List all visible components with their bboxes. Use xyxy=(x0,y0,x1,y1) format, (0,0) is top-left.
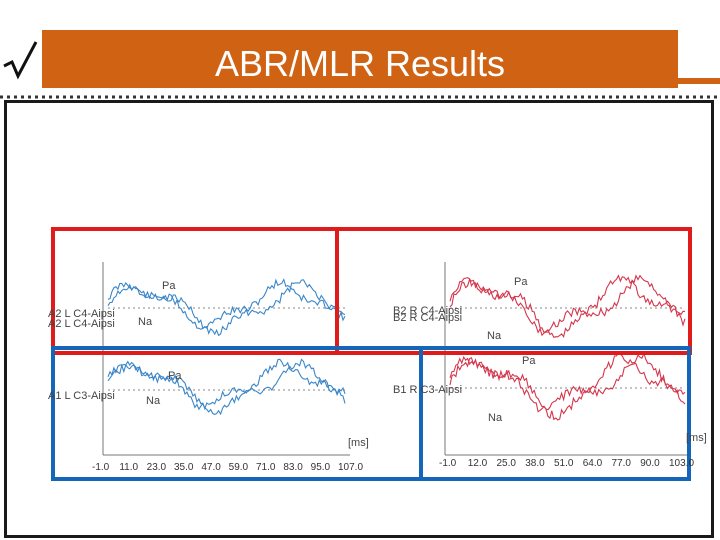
title-bar-tail xyxy=(678,78,720,84)
right-bottom-channel-label: B1 R C3-Aipsi xyxy=(393,384,463,396)
left-x-tick-label: 71.0 xyxy=(256,462,276,473)
figure-frame xyxy=(4,100,714,538)
left-top-channel-label-2: A2 L C4-Aipsi xyxy=(48,318,115,330)
right-top-channel-label-1: B2 R C4-Aipsi xyxy=(393,305,463,317)
left-top-trace-2 xyxy=(107,279,346,337)
right-bottom-trace-2 xyxy=(449,351,686,421)
left-bottom-pa-label: Pa xyxy=(168,370,182,382)
left-x-tick-label: 59.0 xyxy=(228,462,249,473)
left-top-pa-label: Pa xyxy=(162,280,176,292)
left-x-tick-label: 107.0 xyxy=(338,462,364,473)
red-box-right-top xyxy=(335,227,692,355)
right-x-tick-label: 38.0 xyxy=(525,458,545,469)
blue-box-left-bottom xyxy=(51,346,423,481)
right-top-pa-label: Pa xyxy=(514,276,528,288)
right-bottom-trace-1 xyxy=(449,352,686,413)
left-x-tick-label: -1.0 xyxy=(92,462,110,473)
left-bottom-na-label: Na xyxy=(146,395,161,407)
left-bottom-trace-2 xyxy=(107,358,346,416)
right-x-tick-label: 51.0 xyxy=(554,458,574,469)
right-top-trace-2 xyxy=(449,274,686,339)
left-top-channel-label-1: A2 L C4-Aipsi xyxy=(48,308,115,320)
right-top-na-label: Na xyxy=(487,330,502,342)
left-unit-label: [ms] xyxy=(348,437,369,449)
dotted-divider xyxy=(0,95,720,99)
checkmark-icon xyxy=(3,41,38,80)
right-x-tick-label: 77.0 xyxy=(611,458,631,469)
right-bottom-pa-label: Pa xyxy=(522,355,536,367)
left-x-tick-label: 23.0 xyxy=(146,462,167,473)
right-unit-label: [ms] xyxy=(686,432,707,444)
blue-box-right-bottom xyxy=(419,346,691,481)
right-x-tick-label: 12.0 xyxy=(467,458,488,469)
right-x-tick-label: -1.0 xyxy=(439,458,457,469)
right-top-trace-1 xyxy=(449,274,686,337)
left-top-trace-1 xyxy=(107,278,346,330)
right-x-tick-label: 90.0 xyxy=(640,458,660,469)
right-top-channel-label-2: B2 R C4-Aipsi xyxy=(393,312,463,324)
right-x-tick-label: 25.0 xyxy=(496,458,516,469)
left-x-tick-label: 47.0 xyxy=(201,462,221,473)
left-x-tick-label: 95.0 xyxy=(310,462,331,473)
right-x-tick-label: 64.0 xyxy=(582,458,603,469)
title-bar xyxy=(42,30,678,88)
left-x-tick-label: 35.0 xyxy=(174,462,194,473)
left-top-na-label: Na xyxy=(138,316,153,328)
left-bottom-trace-1 xyxy=(107,358,346,411)
right-x-tick-label: 103.0 xyxy=(669,458,695,469)
left-bottom-channel-label: A1 L C3-Aipsi xyxy=(48,390,115,402)
right-bottom-na-label: Na xyxy=(488,412,503,424)
left-x-tick-label: 11.0 xyxy=(119,462,139,473)
left-x-tick-label: 83.0 xyxy=(283,462,303,473)
slide-title: ABR/MLR Results xyxy=(214,43,506,84)
